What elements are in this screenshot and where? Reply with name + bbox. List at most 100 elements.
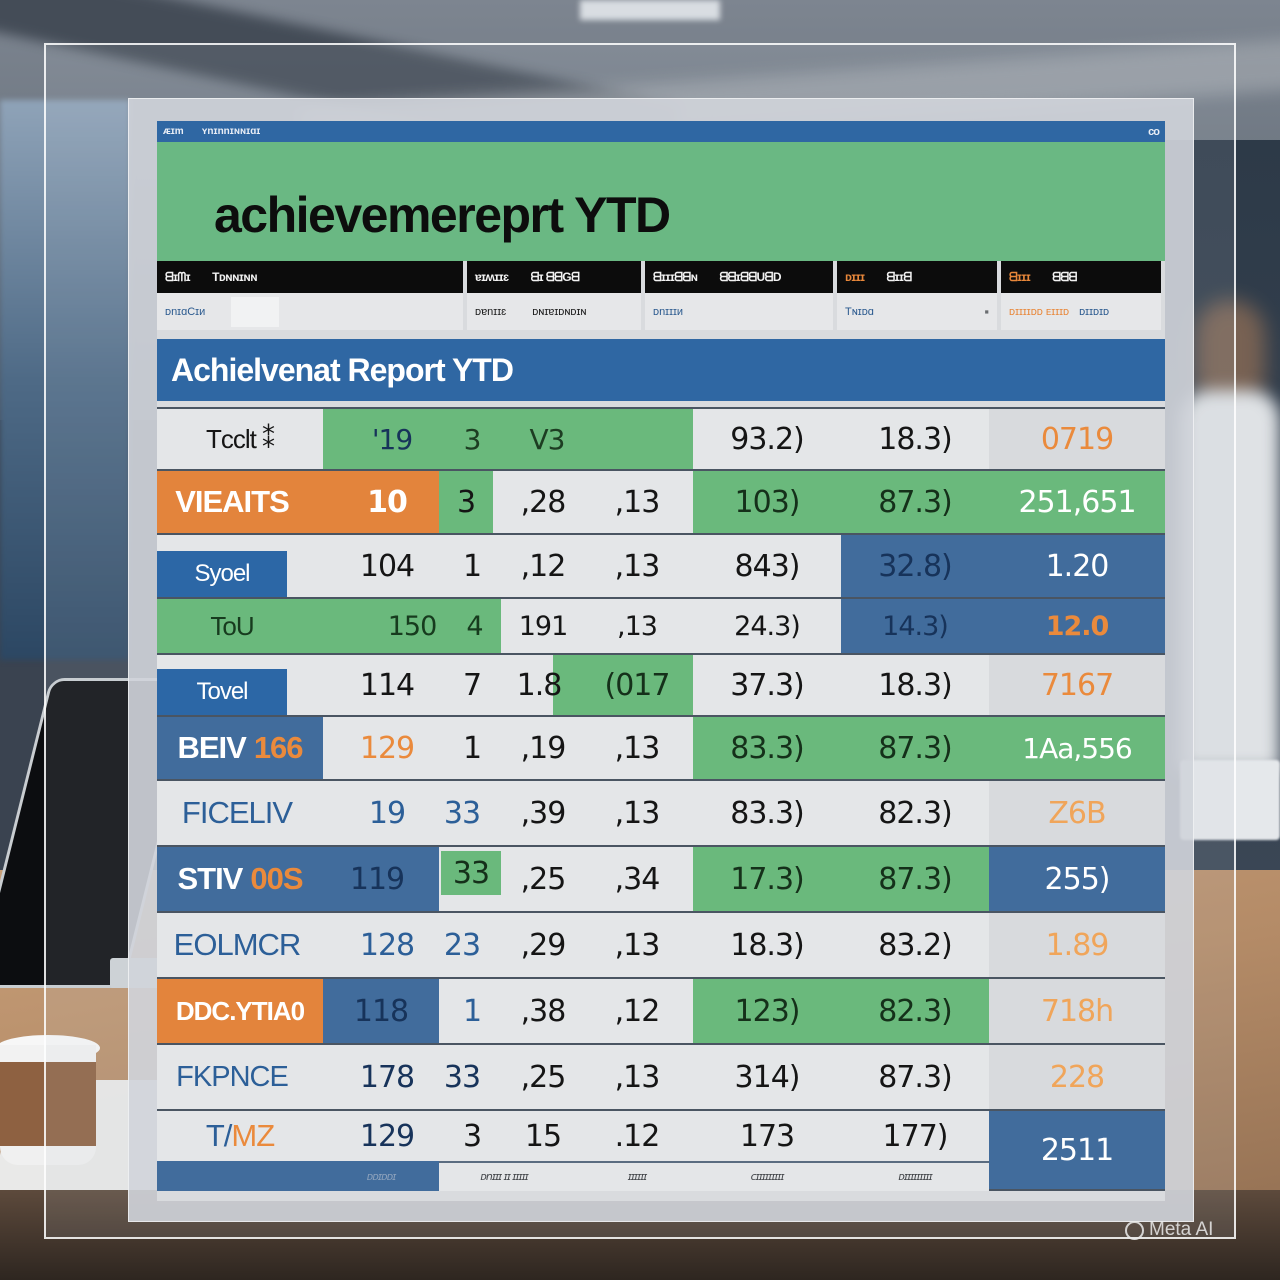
row-label-cell: BEIV 166 <box>157 717 323 779</box>
table-cell: 93.2) <box>693 409 841 469</box>
titlebar-app-name: ᴁɪm <box>163 126 184 137</box>
header-banner: achievemereprt YTD <box>157 142 1165 261</box>
table-row[interactable]: Tᴄᴄlt ⁑ '19 3 V3 93.2) 18.3) 0719 <box>157 407 1165 471</box>
table-cell: 37.3) <box>730 667 805 703</box>
table-cell: 1.89 <box>989 913 1165 977</box>
table-cell: 1 <box>462 730 482 766</box>
green-block <box>693 847 989 911</box>
table-cell: ,25 <box>520 861 567 897</box>
row-label: BEIV <box>177 730 246 765</box>
kpi-header: ᗺɪɪɪ ᗺᗺᗺ <box>1001 261 1161 293</box>
table-cell: .12 <box>614 1118 661 1154</box>
table-cell: 3 <box>439 471 493 533</box>
caption-strip <box>439 1161 989 1191</box>
table-cell: 87.3) <box>878 484 953 520</box>
table-cell: 87.3) <box>878 1059 953 1095</box>
table-cell: 33 <box>441 851 501 895</box>
kpi-card[interactable]: ᴅɪɪɪ ᗺɪɪᗺ Tɴɪᴅɑ ▪ <box>837 261 997 332</box>
table-cell: 15 <box>524 1118 562 1154</box>
table-cell: ,12 <box>614 993 661 1029</box>
table-cell: ,13 <box>614 927 661 963</box>
kpi-label: ᴅɪɪɪ <box>845 270 865 284</box>
kpi-label: ᗺɪɪɪᗺᗺɴ <box>653 269 698 284</box>
table-cell: 104 <box>359 548 415 584</box>
kpi-value: ᴅɪɪᴅɪᴅ <box>1079 305 1110 318</box>
column-caption: ᴅᴅɪᴅᴅɪ <box>366 1169 397 1183</box>
kpi-placeholder <box>231 296 280 327</box>
kpi-label: ɐɪʍɪɪɛ <box>475 270 509 284</box>
row-label-cell: Tᴄᴄlt ⁑ <box>157 409 323 469</box>
table-row[interactable]: BEIV 166 129 1 ,19 ,13 83.3) 87.3) 1Aa,5… <box>157 717 1165 781</box>
green-block <box>157 599 501 653</box>
comment-icon[interactable]: ▪ <box>984 304 989 319</box>
table-row[interactable]: Syoel 104 1 ,12 ,13 843) 32.8) 1.20 <box>157 535 1165 599</box>
table-cell: 18.3) <box>841 409 989 469</box>
table-cell: 1 <box>462 993 482 1029</box>
table-row[interactable]: FKPNCE 178 33 ,25 ,13 314) 87.3) 228 <box>157 1045 1165 1111</box>
green-block <box>553 655 693 715</box>
table-cell: ,29 <box>520 927 567 963</box>
blue-block <box>157 1161 439 1191</box>
table-cell: 14.3) <box>841 599 989 653</box>
table-cell: Z6B <box>989 781 1165 845</box>
table-cell: ,13 <box>614 484 661 520</box>
row-label-cell: T/ MZ <box>157 1111 323 1161</box>
meta-logo-icon <box>1125 1220 1144 1240</box>
green-block <box>323 409 693 469</box>
kpi-value: Tɴɪᴅɑ <box>845 305 874 318</box>
row-label: Tᴄᴄlt ⁑ <box>205 423 275 454</box>
table-cell: 1.20 <box>989 535 1165 597</box>
kpi-value: ᴅɴɪɐɪᴅɴᴅɪɴ <box>532 305 587 318</box>
table-row[interactable]: FICELIV 19 33 ,39 ,13 83.3) 82.3) Z6B <box>157 781 1165 847</box>
row-label: FICELIV <box>181 795 293 830</box>
column-caption: ɪɪɪɪɪɪ <box>627 1169 648 1183</box>
table-row[interactable]: STIV 00S 119 33 ,25 ,34 17.3) 87.3) 255) <box>157 847 1165 913</box>
report-title-bar: Achielvenat Report YTD <box>157 339 1165 401</box>
table-cell: ,19 <box>520 730 567 766</box>
table-cell: (017 <box>604 667 671 703</box>
documents <box>1180 760 1280 840</box>
kpi-value: ᴅnɪɑCɪᴎ <box>165 305 206 318</box>
blue-block <box>157 847 439 911</box>
table-cell: 1.8 <box>516 667 563 703</box>
kpi-body: Tɴɪᴅɑ ▪ <box>837 293 997 330</box>
table-cell: 12.0 <box>989 599 1165 653</box>
kpi-label: ᗺɪɪɪ <box>1009 269 1031 284</box>
window-controls-icon[interactable]: ᴄo <box>1148 125 1160 138</box>
kpi-card[interactable]: ᗺɪɪɪᗺᗺɴ ᗺᗺɪᗺᗺUᗺD ᴅnɪɪɪᴎ <box>645 261 833 332</box>
table-row[interactable]: VIEAITS 10 3 ,28 ,13 103) 87.3) 251,651 <box>157 471 1165 535</box>
table-row[interactable]: Tovel 114 7 1.8 (017 37.3) 18.3) 7167 <box>157 655 1165 717</box>
table-row[interactable]: ToU 150 4 191 ,13 24.3) 14.3) 12.0 <box>157 599 1165 655</box>
table-cell: 23 <box>443 927 481 963</box>
light-block <box>501 599 841 653</box>
table-row[interactable]: EOLMCR 128 23 ,29 ,13 18.3) 83.2) 1.89 <box>157 913 1165 979</box>
table-cell: 255) <box>989 847 1165 911</box>
table-cell: ,13 <box>614 548 661 584</box>
kpi-card[interactable]: ɐɪʍɪɪɛ ᗺɪ ᗺᗺGᗺ ᴅɐnɪɪɛ ᴅɴɪɐɪᴅɴᴅɪɴ <box>467 261 641 332</box>
table-cell: 7 <box>462 667 482 703</box>
kpi-body: ᴅɪɪɪɪᴅᴅ ᴇɪɪɪᴅ ᴅɪɪᴅɪᴅ <box>1001 293 1161 330</box>
table-cell: ,13 <box>614 795 661 831</box>
table-cell: 17.3) <box>730 861 805 897</box>
kpi-card[interactable]: ᗺɪᗰɪ Tᴅɴɴɪɴɴ ᴅnɪɑCɪᴎ <box>157 261 463 332</box>
table-row[interactable]: DDC.YTIA0 118 1 ,38 ,12 123) 82.3) 718h <box>157 979 1165 1045</box>
table-cell: V3 <box>529 422 566 456</box>
light-block <box>157 781 989 845</box>
column-caption: ᴄɪɪɪɪɪɪɪɪɪ <box>750 1169 785 1183</box>
table-cell: 178 <box>359 1059 415 1095</box>
kpi-card[interactable]: ᗺɪɪɪ ᗺᗺᗺ ᴅɪɪɪɪᴅᴅ ᴇɪɪɪᴅ ᴅɪɪᴅɪᴅ <box>1001 261 1161 332</box>
row-label: Tovel <box>157 669 287 715</box>
row-label: T/ <box>205 1118 233 1153</box>
table-cell: ,28 <box>520 484 567 520</box>
table-cell: 114 <box>359 667 415 703</box>
kpi-label: Tᴅɴɴɪɴɴ <box>212 270 258 284</box>
titlebar-doc-name: ʏnɪnnɪɴɴɪɑɪ <box>201 126 261 137</box>
table-cell: 718h <box>989 979 1165 1043</box>
table-cell: 33 <box>443 795 481 831</box>
table-cell: 33 <box>443 1059 481 1095</box>
table-cell: 118 <box>323 979 439 1043</box>
row-label: DDC.YTIA0 <box>157 979 323 1043</box>
meta-ai-watermark: Meta AI <box>1125 1219 1213 1241</box>
green-block <box>693 979 989 1043</box>
table-row[interactable]: T/ MZ 129 3 15 .12 173 177) 2511 ᴅᴅɪᴅᴅɪ … <box>157 1111 1165 1191</box>
